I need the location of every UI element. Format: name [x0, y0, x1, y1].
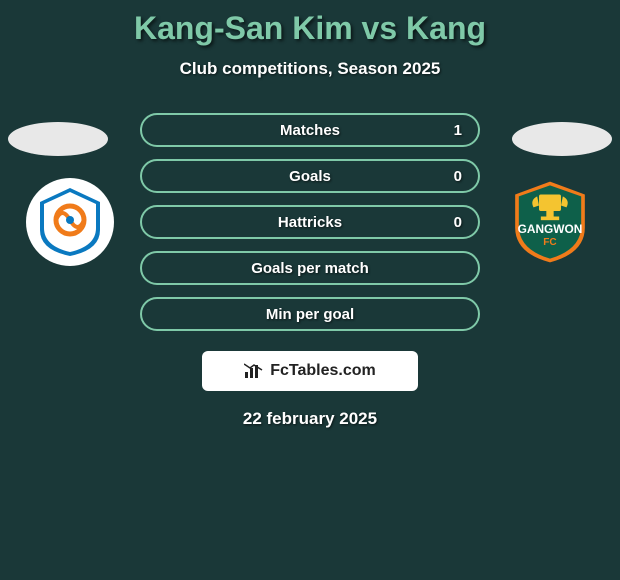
daegu-fc-logo-icon	[32, 184, 108, 260]
gangwon-fc-logo-icon: GANGWON FC	[506, 174, 594, 270]
gangwon-text: GANGWON	[518, 222, 583, 236]
subtitle: Club competitions, Season 2025	[0, 59, 620, 79]
date-text: 22 february 2025	[0, 409, 620, 429]
stat-row-matches: Matches 1	[140, 113, 480, 147]
stat-value-right: 1	[454, 122, 462, 139]
branding-badge: FcTables.com	[202, 351, 418, 391]
stat-value-right: 0	[454, 168, 462, 185]
gangwon-fc-text: FC	[543, 237, 556, 248]
bar-chart-icon	[244, 362, 264, 380]
stat-label: Hattricks	[278, 214, 342, 231]
right-club-badge: GANGWON FC	[506, 178, 594, 266]
stat-label: Goals per match	[251, 260, 369, 277]
stat-row-hattricks: Hattricks 0	[140, 205, 480, 239]
page-title: Kang-San Kim vs Kang	[0, 0, 620, 47]
stat-row-goals-per-match: Goals per match	[140, 251, 480, 285]
left-club-badge	[26, 178, 114, 266]
player-photo-left-placeholder	[8, 122, 108, 156]
stat-row-goals: Goals 0	[140, 159, 480, 193]
stat-label: Matches	[280, 122, 340, 139]
stat-row-min-per-goal: Min per goal	[140, 297, 480, 331]
stat-label: Goals	[289, 168, 331, 185]
player-photo-right-placeholder	[512, 122, 612, 156]
branding-text: FcTables.com	[270, 362, 376, 380]
stat-value-right: 0	[454, 214, 462, 231]
stat-label: Min per goal	[266, 306, 354, 323]
